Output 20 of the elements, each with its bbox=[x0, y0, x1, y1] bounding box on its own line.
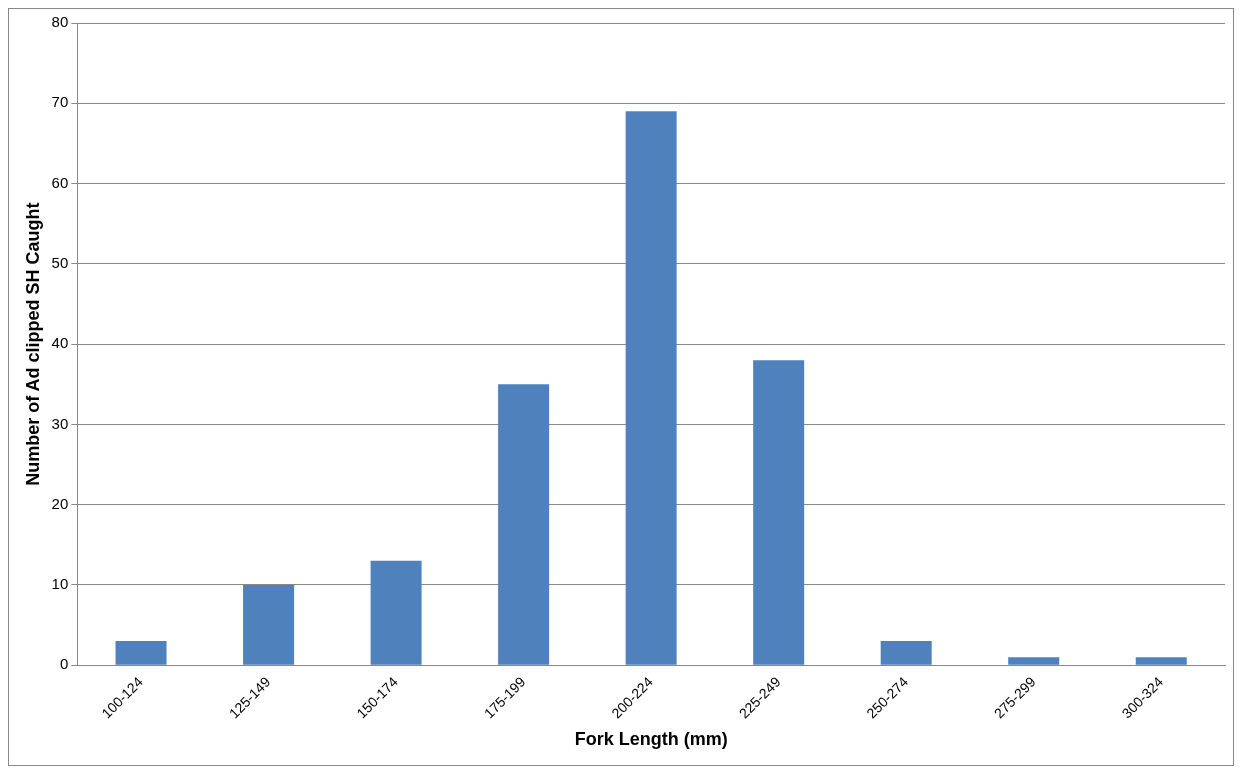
bar bbox=[1135, 657, 1187, 665]
bar bbox=[880, 641, 932, 665]
bar bbox=[498, 384, 550, 665]
y-tick-label: 30 bbox=[51, 414, 69, 432]
bar bbox=[1008, 657, 1060, 665]
y-tick-label: 70 bbox=[51, 93, 69, 111]
y-tick-label: 10 bbox=[51, 575, 69, 593]
y-tick-label: 60 bbox=[51, 173, 69, 191]
y-tick-label: 20 bbox=[51, 494, 69, 512]
y-tick-label: 50 bbox=[51, 253, 69, 271]
bar bbox=[753, 360, 805, 665]
y-tick-label: 0 bbox=[59, 655, 69, 673]
y-tick-label: 40 bbox=[51, 334, 69, 352]
bar bbox=[370, 560, 422, 665]
bar bbox=[115, 641, 167, 665]
bar bbox=[243, 584, 295, 665]
y-tick-label: 80 bbox=[51, 13, 69, 31]
y-axis-title: Number of Ad clipped SH Caught bbox=[22, 202, 43, 486]
x-axis-title: Fork Length (mm) bbox=[574, 729, 728, 750]
bar bbox=[625, 111, 677, 665]
